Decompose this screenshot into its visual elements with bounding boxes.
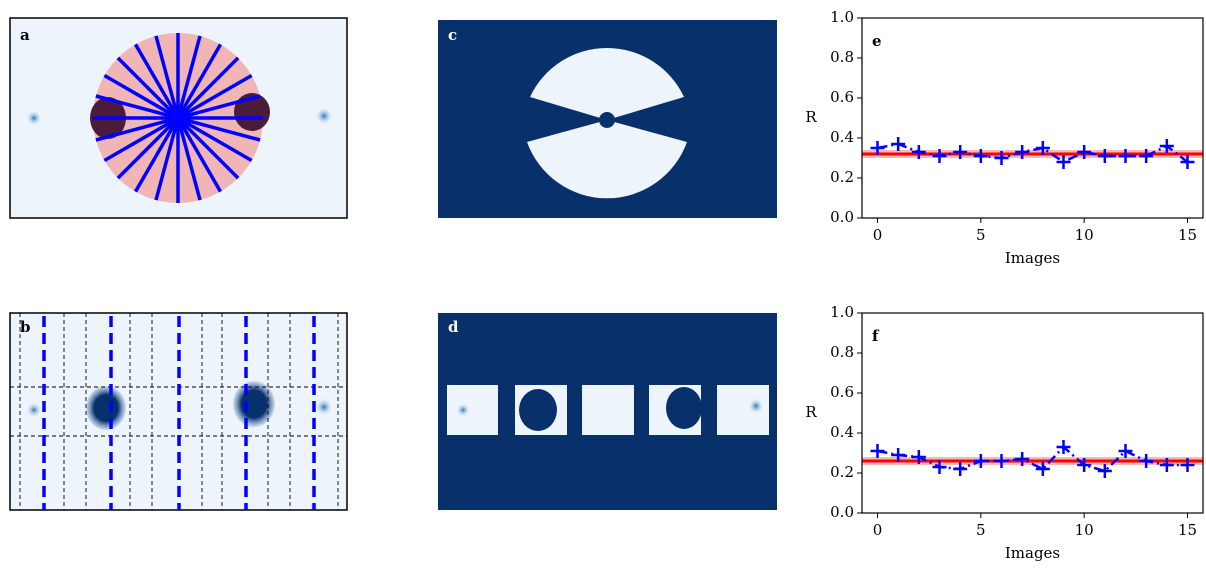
marker [1118,444,1133,458]
marker [1118,149,1133,163]
sector [527,120,687,199]
marker [870,141,885,155]
marker [1077,458,1092,472]
series-line [877,142,1189,164]
panel-label: a [20,26,30,44]
y-tick-label: 0.4 [830,128,854,146]
marker [1139,149,1154,163]
spoke [95,94,261,142]
axes-frame [861,312,1204,514]
x-tick-label: 15 [1178,521,1197,539]
y-tick-label: 0.0 [830,503,854,521]
y-tick-label: 0.4 [830,423,854,441]
tile [447,385,498,435]
marker [1097,149,1112,163]
x-axis-label: Images [1005,249,1060,267]
marker [994,454,1009,468]
marker [973,454,988,468]
panel-label: f [872,327,880,345]
panel-label: c [448,26,457,44]
panel-label: e [872,32,882,50]
marker [953,462,968,476]
marker [932,460,947,474]
spot [26,110,42,126]
x-axis-label: Images [1005,544,1060,562]
marker [1035,141,1050,155]
marker [1056,155,1071,169]
spot [456,403,470,417]
y-tick-label: 0.8 [830,48,854,66]
marker [911,450,926,464]
panel-b: b [9,312,348,511]
spot [519,389,557,431]
spot [234,93,270,131]
spot [315,107,333,125]
center [599,112,615,128]
x-tick-label: 0 [873,521,883,539]
sector [530,47,684,120]
marker [1056,440,1071,454]
panel-a: a [9,17,348,219]
x-tick-label: 15 [1178,226,1197,244]
marker [1159,139,1174,153]
x-tick-label: 10 [1075,226,1094,244]
panel-label: d [448,318,459,336]
spot [86,386,126,430]
marker [1180,458,1195,472]
marker [932,149,947,163]
marker [1159,458,1174,472]
panel-c: c [438,20,777,218]
marker [1015,145,1030,159]
y-tick-label: 1.0 [830,303,854,321]
marker [1139,454,1154,468]
spot [666,387,702,429]
y-tick-label: 0.6 [830,383,854,401]
spot [748,398,764,414]
panel-label: b [20,318,31,336]
y-tick-label: 0.6 [830,88,854,106]
series-line [877,445,1188,473]
spot [26,402,42,418]
spot [315,398,333,416]
y-tick-label: 0.2 [830,463,854,481]
y-axis-label: R [805,403,817,421]
axes-frame [861,17,1204,219]
marker [1035,462,1050,476]
y-tick-label: 0.8 [830,343,854,361]
marker [911,145,926,159]
y-tick-label: 0.0 [830,208,854,226]
x-tick-label: 0 [873,226,883,244]
spot [233,381,275,427]
x-tick-label: 10 [1075,521,1094,539]
y-tick-label: 0.2 [830,168,854,186]
charts: 0.0 0.2 0.4 0.6 0.8 1.0 0 5 10 15 Images Re 0.0 0.2 0.… [805,8,1204,562]
x-tick-label: 5 [976,226,986,244]
marker [891,137,906,151]
marker [1097,464,1112,478]
tile [582,385,634,435]
x-tick-label: 5 [976,521,986,539]
marker [973,149,988,163]
marker [1180,155,1195,169]
marker [891,448,906,462]
marker [953,145,968,159]
panel-d: d [438,313,777,510]
marker [1077,145,1092,159]
spokes [93,33,263,203]
y-tick-label: 1.0 [830,8,854,26]
y-axis-label: R [805,108,817,126]
cut-lines [42,316,316,510]
marker [1015,452,1030,466]
marker [870,444,885,458]
marker [994,151,1009,165]
